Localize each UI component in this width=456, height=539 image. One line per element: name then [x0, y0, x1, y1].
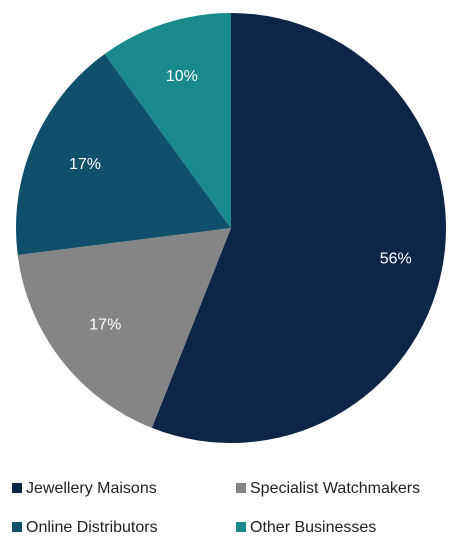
legend-label: Online Distributors: [26, 519, 158, 536]
pie-slice-specialist-watchmakers: [17, 228, 231, 428]
slice-label-specialist-watchmakers: 17%: [89, 317, 121, 334]
pie-slice-other-businesses: [104, 13, 231, 228]
legend: Jewellery Maisons Specialist Watchmakers O…: [12, 480, 420, 536]
legend-item-online-distributors: Online Distributors: [12, 519, 158, 536]
legend-item-jewellery-maisons: Jewellery Maisons: [12, 480, 157, 497]
slice-label-online-distributors: 17%: [69, 156, 101, 173]
legend-swatch: [236, 483, 246, 493]
legend-swatch: [12, 522, 22, 532]
legend-swatch: [236, 522, 246, 532]
pie-slice-jewellery-maisons: [151, 13, 446, 443]
slice-label-other-businesses: 10%: [166, 68, 198, 85]
legend-label: Jewellery Maisons: [26, 480, 157, 497]
legend-item-specialist-watchmakers: Specialist Watchmakers: [236, 480, 420, 497]
legend-label: Specialist Watchmakers: [250, 480, 420, 497]
legend-item-other-businesses: Other Businesses: [236, 519, 376, 536]
legend-label: Other Businesses: [250, 519, 376, 536]
pie-slices: [15, 13, 446, 443]
slice-labels: 56% 17% 17% 10%: [69, 68, 412, 334]
pie-slice-online-distributors: [15, 54, 231, 255]
legend-swatch: [12, 483, 22, 493]
slice-label-jewellery-maisons: 56%: [380, 251, 412, 268]
